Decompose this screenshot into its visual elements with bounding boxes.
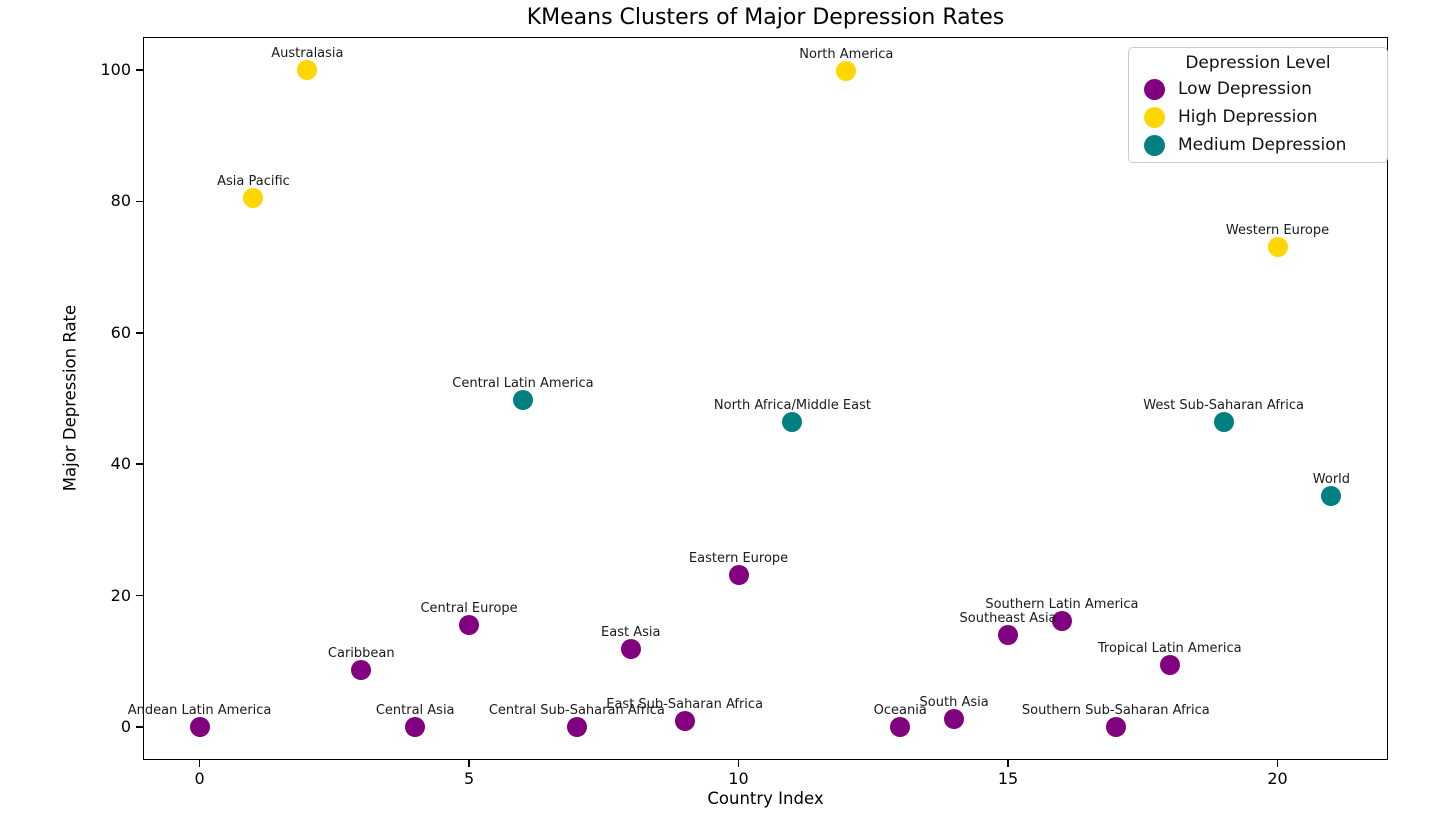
scatter-point xyxy=(1051,611,1072,632)
x-axis-label: Country Index xyxy=(707,789,824,808)
point-label: Eastern Europe xyxy=(688,550,789,566)
point-label: Tropical Latin America xyxy=(1097,641,1242,657)
y-tick xyxy=(136,200,143,203)
scatter-point xyxy=(1267,236,1288,257)
point-label: Central Sub-Saharan Africa xyxy=(488,703,665,719)
scatter-point xyxy=(566,717,587,738)
high-depression-marker-icon xyxy=(1144,106,1165,128)
legend-item-medium: Medium Depression xyxy=(1129,131,1387,159)
y-tick xyxy=(136,331,143,334)
scatter-point xyxy=(890,717,911,738)
point-label: Central Europe xyxy=(420,600,518,616)
scatter-point xyxy=(944,708,965,729)
y-tick-label: 40 xyxy=(110,454,131,474)
scatter-point xyxy=(728,564,749,585)
y-tick xyxy=(136,594,143,597)
x-tick xyxy=(737,760,740,767)
point-label: Southern Latin America xyxy=(985,597,1139,613)
x-tick xyxy=(1276,760,1279,767)
x-tick-label: 5 xyxy=(463,769,475,788)
x-tick-label: 15 xyxy=(997,769,1019,788)
legend-item-low: Low Depression xyxy=(1129,75,1387,103)
x-tick-label: 20 xyxy=(1267,769,1288,788)
y-tick xyxy=(136,69,143,71)
scatter-point xyxy=(243,188,264,209)
y-tick xyxy=(136,463,143,466)
point-label: Asia Pacific xyxy=(217,174,290,190)
scatter-point xyxy=(297,59,318,80)
point-label: East Sub-Saharan Africa xyxy=(606,696,764,712)
point-label: North America xyxy=(799,47,894,63)
point-label: World xyxy=(1312,471,1351,487)
legend-item-label: Low Depression xyxy=(1178,79,1312,99)
x-tick-label: 0 xyxy=(194,769,205,788)
scatter-point xyxy=(998,625,1019,646)
point-label: West Sub-Saharan Africa xyxy=(1143,398,1304,414)
low-depression-marker-icon xyxy=(1144,78,1165,100)
legend-item-label: Medium Depression xyxy=(1178,135,1347,155)
scatter-point xyxy=(512,389,533,410)
point-label: Central Latin America xyxy=(452,375,594,391)
point-label: North Africa/Middle East xyxy=(713,397,871,413)
point-label: East Asia xyxy=(601,624,661,640)
point-label: Andean Latin America xyxy=(127,703,272,719)
scatter-point xyxy=(351,659,372,680)
chart-title: KMeans Clusters of Major Depression Rate… xyxy=(526,5,1005,30)
y-axis-label: Major Depression Rate xyxy=(60,304,80,492)
scatter-point xyxy=(674,710,695,731)
scatter-point xyxy=(836,61,857,82)
y-tick-label: 80 xyxy=(110,191,131,211)
y-tick-label: 20 xyxy=(110,585,131,605)
medium-depression-marker-icon xyxy=(1144,134,1165,156)
point-label: Caribbean xyxy=(327,645,395,661)
x-tick-label: 10 xyxy=(728,769,749,788)
scatter-point xyxy=(1321,485,1342,506)
scatter-point xyxy=(1213,412,1234,433)
y-tick-label: 60 xyxy=(110,322,131,342)
scatter-point xyxy=(405,717,426,738)
y-tick xyxy=(136,726,143,728)
legend-item-high: High Depression xyxy=(1129,103,1387,131)
scatter-point xyxy=(782,411,803,432)
legend: Depression Level Low Depression High Dep… xyxy=(1128,47,1388,163)
scatter-point xyxy=(1159,655,1180,676)
point-label: Australasia xyxy=(271,45,344,61)
point-label: South Asia xyxy=(919,694,989,710)
scatter-point xyxy=(620,638,641,659)
scatter-point xyxy=(189,717,210,738)
point-label: Central Asia xyxy=(375,703,455,719)
point-label: Southeast Asia xyxy=(959,611,1057,627)
point-label: Oceania xyxy=(873,703,927,719)
point-label: Western Europe xyxy=(1225,222,1330,238)
y-tick-label: 100 xyxy=(100,59,131,79)
y-tick-label: 0 xyxy=(120,717,131,737)
scatter-point xyxy=(1105,717,1126,738)
x-tick xyxy=(198,760,201,767)
x-tick xyxy=(468,760,470,767)
legend-title: Depression Level xyxy=(1185,53,1331,73)
point-label: Southern Sub-Saharan Africa xyxy=(1021,703,1210,719)
legend-item-label: High Depression xyxy=(1178,107,1318,127)
scatter-point xyxy=(459,614,480,635)
x-tick xyxy=(1007,760,1009,767)
